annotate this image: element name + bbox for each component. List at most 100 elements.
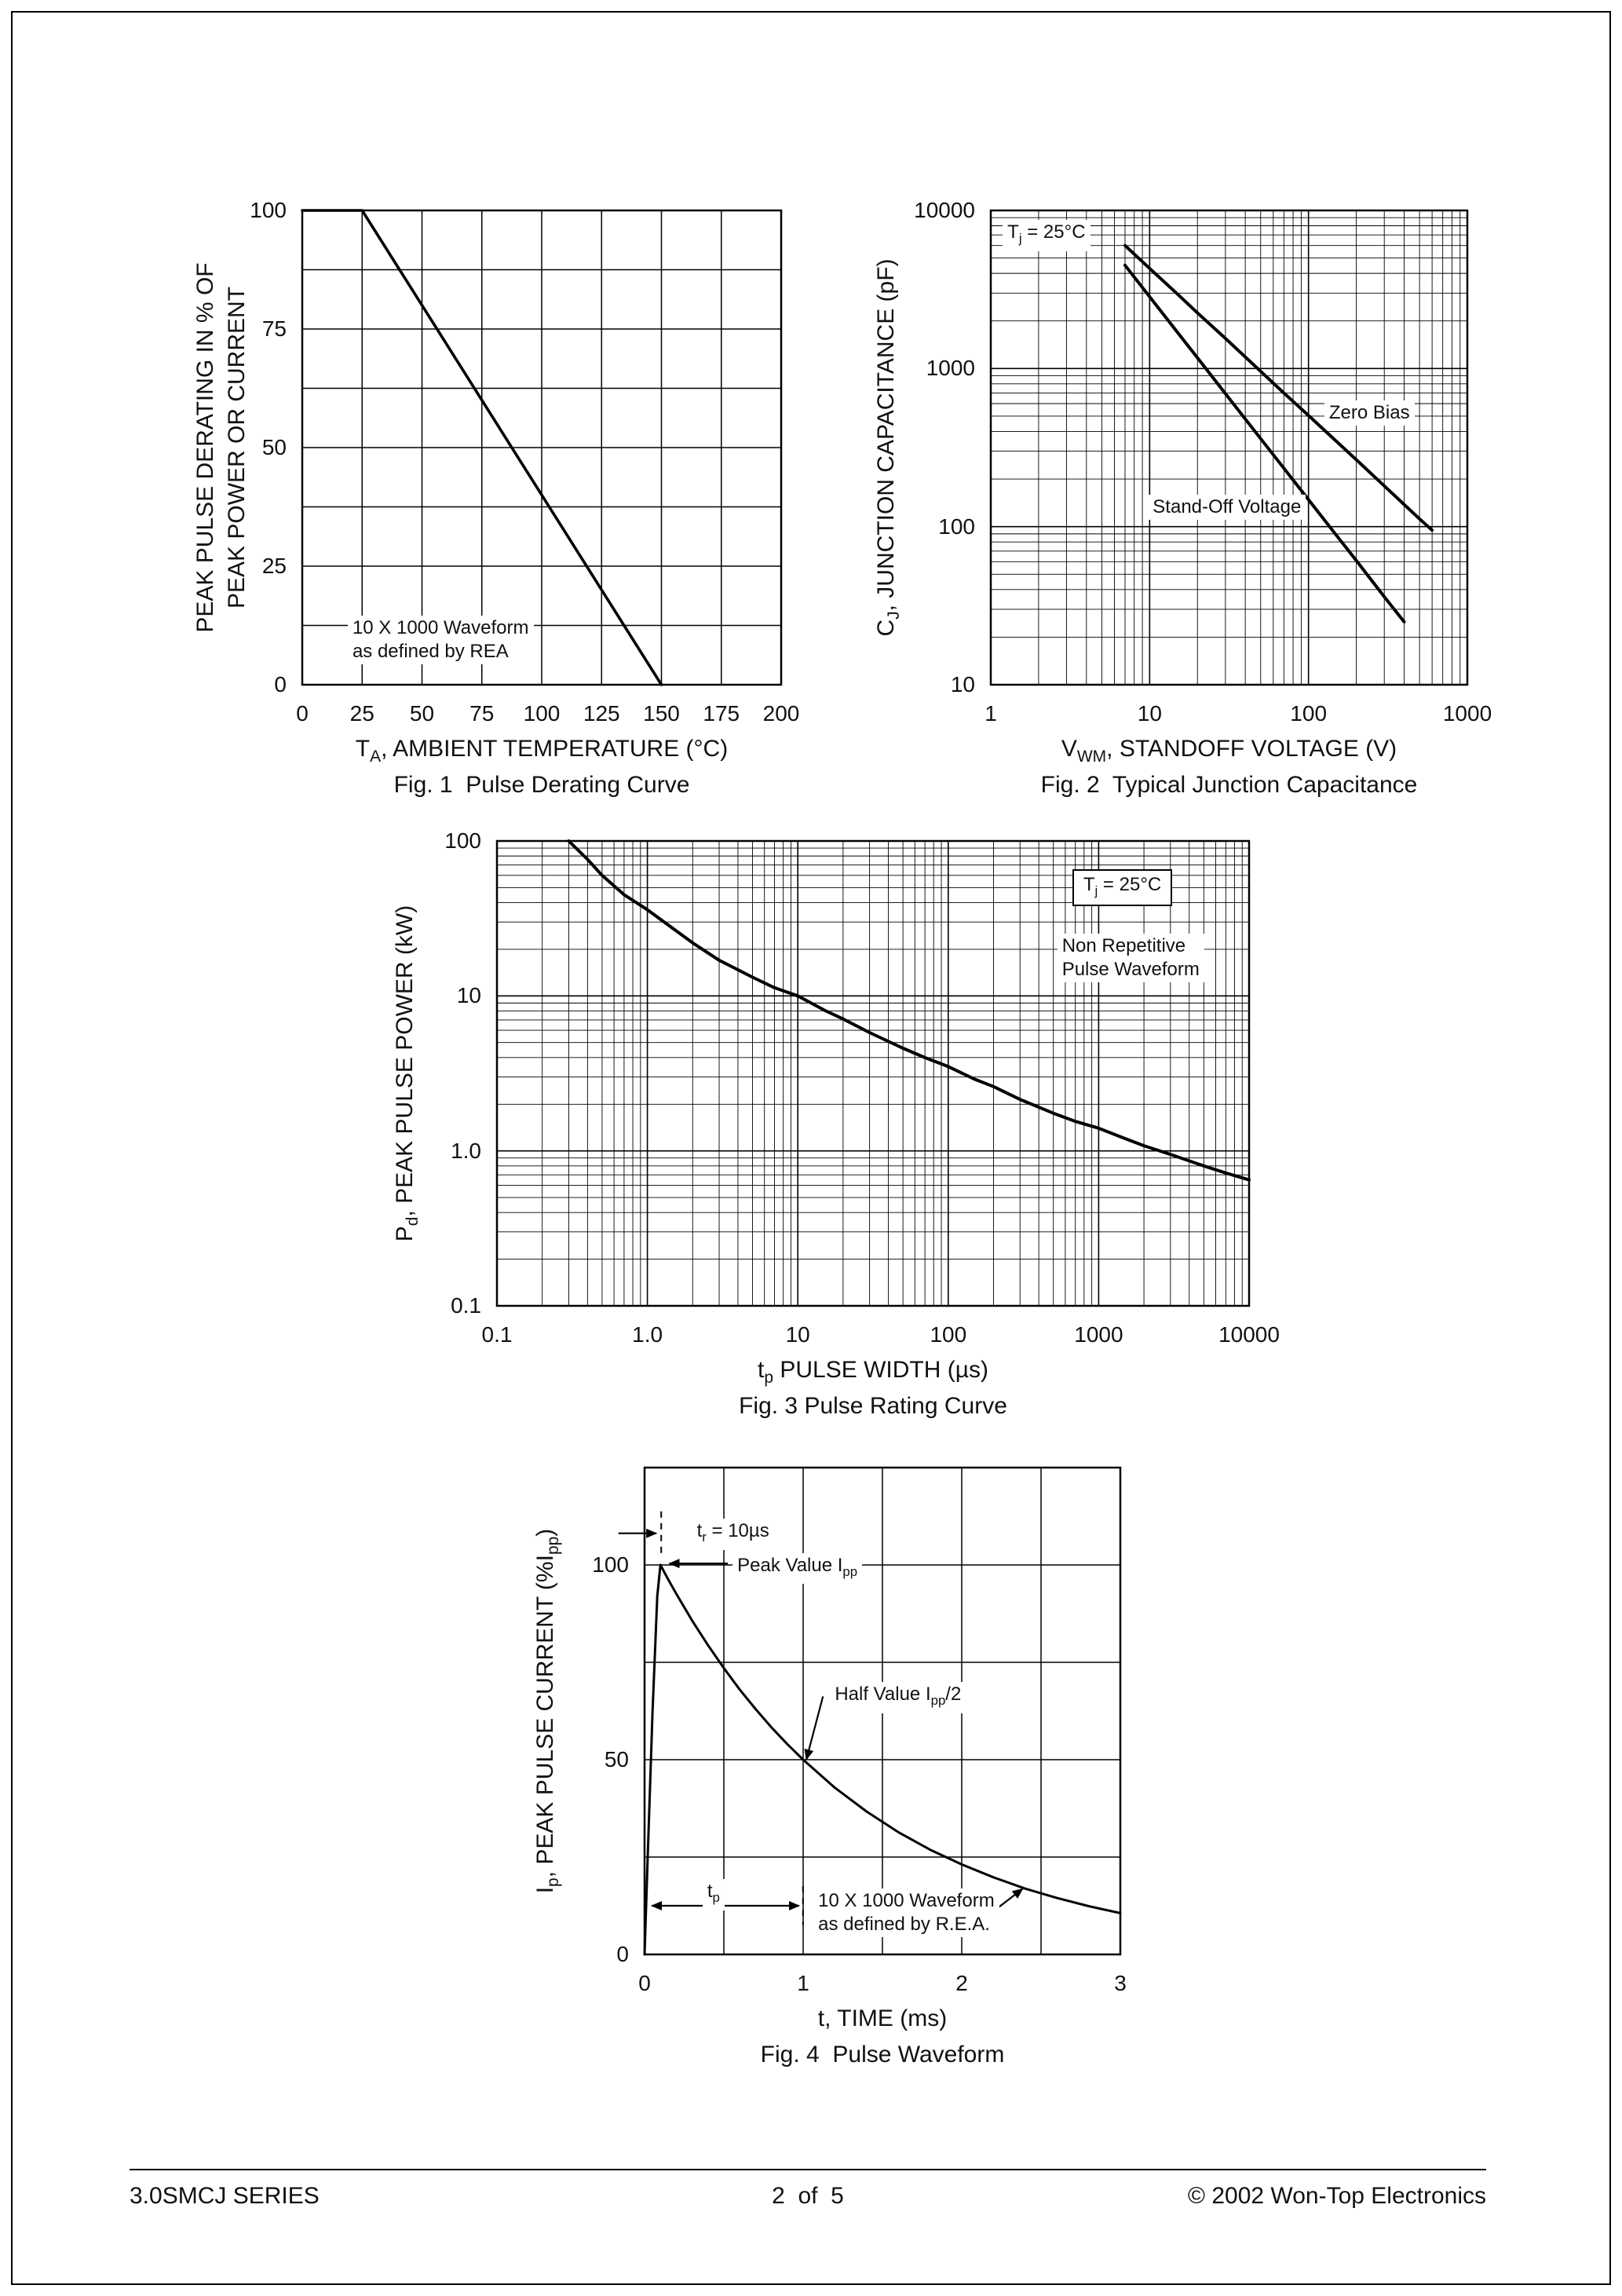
text-run: P: [392, 1226, 418, 1242]
text-run: = 25°C: [1021, 221, 1086, 243]
subscript-text: r: [702, 1529, 707, 1545]
fig1-ytick-25: 25: [261, 554, 287, 578]
fig3-xtick-100: 100: [930, 1322, 967, 1347]
fig3-xtick-0.1: 0.1: [481, 1322, 513, 1347]
fig1-annotation-line: as defined by REA: [353, 640, 529, 664]
fig2-xtick-10: 10: [1137, 701, 1162, 726]
fig4-plot-border: [643, 1466, 1122, 1956]
fig1-xtick-0: 0: [296, 701, 309, 726]
fig4-caption: Fig. 4 Pulse Waveform: [760, 2042, 1005, 2067]
fig1-xtick-200: 200: [762, 701, 800, 726]
text-run: Stand-Off Voltage: [1153, 496, 1302, 518]
text-run: T: [1007, 221, 1019, 243]
fig3-plot-border: [495, 839, 1251, 1307]
fig3-xtick-1.0: 1.0: [632, 1322, 663, 1347]
fig2-ytick-1000: 1000: [926, 356, 975, 381]
text-run: 10 X 1000 Waveform: [352, 617, 529, 639]
subscript-text: WM: [1076, 748, 1107, 766]
fig4-xtick-0: 0: [638, 1971, 651, 1995]
fig2-annotation-2: Stand-Off Voltage: [1148, 495, 1306, 521]
text-run: PULSE WIDTH (µs): [773, 1357, 988, 1383]
text-run: T: [1083, 873, 1095, 895]
text-run: = 10µs: [706, 1520, 769, 1542]
fig3-annotation-line: Pulse Waveform: [1062, 958, 1200, 982]
fig1-xtick-75: 75: [469, 701, 495, 726]
fig3-xtick-10000: 10000: [1218, 1322, 1280, 1347]
subscript-text: p: [544, 1877, 562, 1887]
fig2-zero-bias-curve: [1123, 243, 1434, 532]
text-run: Half Value I: [835, 1683, 931, 1705]
fig2-plot-border: [989, 209, 1469, 686]
subscript-text: pp: [842, 1563, 858, 1579]
subscript-text: j: [1018, 230, 1022, 246]
fig2-ytick-10: 10: [950, 672, 975, 696]
fig4-y-axis-title: Ip, PEAK PULSE CURRENT (%Ipp): [532, 1529, 568, 1894]
footer-series-name: 3.0SMCJ SERIES: [130, 2183, 320, 2209]
subscript-text: p: [712, 1889, 720, 1905]
text-run: C: [873, 619, 899, 637]
text-run: , PEAK PULSE CURRENT (%I: [532, 1555, 558, 1878]
fig3-annotation-line: Non Repetitive: [1062, 934, 1200, 958]
fig4-annotation-line: tp: [707, 1880, 720, 1910]
fig3-xtick-1000: 1000: [1074, 1322, 1123, 1347]
fig1-xtick-50: 50: [409, 701, 435, 726]
text-run: T: [355, 736, 371, 762]
text-run: I: [532, 1886, 558, 1894]
fig4-xtick-1: 1: [797, 1971, 809, 1995]
fig4-pulse-waveform-curve: [643, 1563, 1122, 1956]
fig3-ytick-100: 100: [444, 828, 481, 853]
fig3-annotation-line: Tj = 25°C: [1083, 873, 1161, 903]
fig1-xtick-175: 175: [703, 701, 740, 726]
fig4-annotation-arrow-2: [804, 1696, 824, 1760]
text-run: V: [1061, 736, 1077, 762]
text-run: t, TIME (ms): [817, 2005, 948, 2031]
fig2-stand-off-voltage-curve: [1123, 263, 1406, 623]
fig1-plot-border: [301, 209, 783, 686]
fig4-annotation-line: as defined by R.E.A.: [818, 1913, 995, 1936]
fig2-grid: [991, 210, 1467, 685]
footer-rule: [130, 2169, 1486, 2170]
fig3-ytick-0.1: 0.1: [451, 1293, 481, 1318]
footer-copyright: © 2002 Won-Top Electronics: [1187, 2183, 1486, 2209]
fig1-ytick-50: 50: [261, 435, 287, 459]
fig4-xtick-2: 2: [955, 1971, 968, 1995]
fig1-caption: Fig. 1 Pulse Derating Curve: [393, 772, 690, 798]
text-run: t: [758, 1357, 765, 1383]
fig4-ytick-50: 50: [604, 1747, 629, 1771]
fig1-xtick-150: 150: [643, 701, 680, 726]
subscript-text: d: [404, 1216, 422, 1227]
fig4-annotation-4: 10 X 1000 Waveform as defined by R.E.A.: [813, 1888, 999, 1938]
subscript-text: pp: [544, 1536, 562, 1556]
fig4-ytick-100: 100: [592, 1552, 629, 1577]
fig4-annotation-line: 10 X 1000 Waveform: [818, 1889, 995, 1913]
text-run: Peak Value I: [737, 1554, 843, 1576]
subscript-text: pp: [930, 1692, 946, 1708]
fig1-ytick-100: 100: [250, 198, 287, 222]
fig1-annotation-line: 10 X 1000 Waveform: [353, 616, 529, 640]
fig1-derating-line-curve: [301, 209, 663, 686]
subscript-text: j: [1094, 883, 1098, 898]
fig2-annotation-line: Tj = 25°C: [1007, 221, 1085, 250]
fig3-ytick-10: 10: [456, 983, 481, 1008]
fig1-x-axis-title: TA, AMBIENT TEMPERATURE (°C): [356, 735, 728, 771]
text-run: Non Repetitive: [1061, 935, 1186, 957]
fig2-xtick-100: 100: [1290, 701, 1328, 726]
text-run: , STANDOFF VOLTAGE (V): [1106, 736, 1397, 762]
fig2-group: [989, 209, 1469, 686]
fig4-annotation-0: tr = 10µs: [692, 1519, 774, 1550]
fig4-annotation-2: Half Value Ipp/2: [830, 1681, 966, 1713]
fig4-annotation-1: Peak Value Ipp: [732, 1552, 863, 1585]
fig3-annotation-1: Non Repetitive Pulse Waveform: [1057, 934, 1204, 983]
text-run: , JUNCTION CAPACITANCE (pF): [873, 258, 899, 612]
fig1-xtick-25: 25: [349, 701, 374, 726]
fig2-x-axis-title: VWM, STANDOFF VOLTAGE (V): [1061, 735, 1397, 771]
fig4-annotation-3: tp: [702, 1878, 725, 1910]
fig1-ytick-75: 75: [261, 316, 287, 341]
fig2-ytick-100: 100: [938, 514, 975, 539]
fig3-xtick-10: 10: [785, 1322, 810, 1347]
fig2-y-axis-title: CJ, JUNCTION CAPACITANCE (pF): [872, 258, 908, 636]
fig1-ytick-0: 0: [274, 672, 287, 696]
fig3-ytick-1.0: 1.0: [451, 1138, 481, 1163]
fig1-group: [301, 209, 783, 686]
